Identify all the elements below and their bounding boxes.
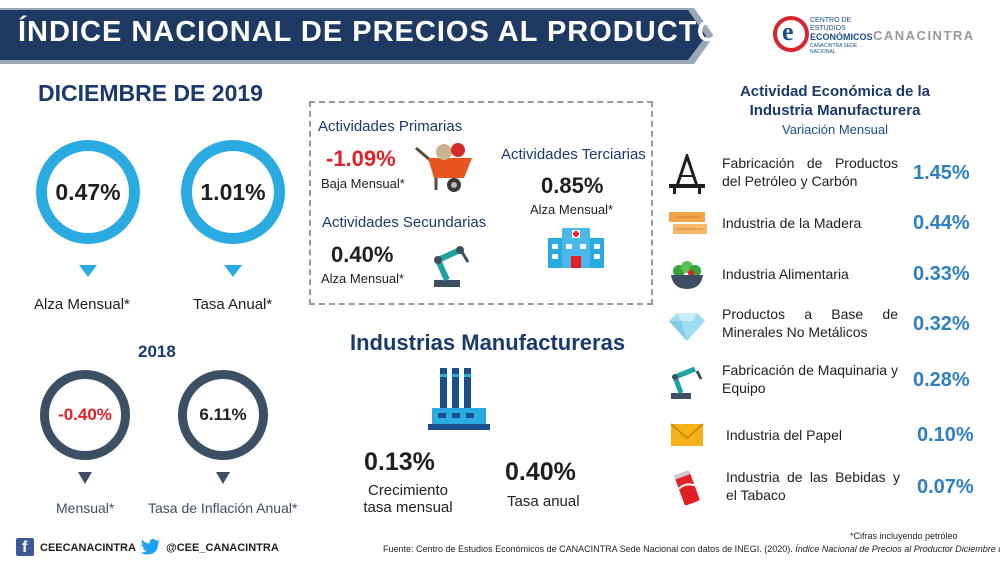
manufactureras-monthly-label-1: Crecimiento xyxy=(367,482,449,499)
manufactureras-title: Industrias Manufactureras xyxy=(350,330,626,355)
monthly-value: 0.47% xyxy=(55,179,121,205)
secundarias-value: 0.40% xyxy=(331,242,394,267)
secundarias-title: Actividades Secundarias xyxy=(322,214,487,231)
inflation-2018-value: 6.11% xyxy=(199,405,247,424)
cee-logo: e xyxy=(773,16,809,52)
monthly-label: Alza Mensual* xyxy=(34,296,130,313)
source-note: Fuente: Centro de Estudios Económicos de… xyxy=(383,544,1000,554)
robot-arm-icon xyxy=(671,366,703,399)
manufactureras-monthly-label-2: tasa mensual xyxy=(363,499,453,516)
title-banner: ÍNDICE NACIONAL DE PRECIOS AL PRODUCTOR xyxy=(0,8,741,64)
panel-item-value: 1.45% xyxy=(913,162,970,184)
oil-rig-icon xyxy=(669,154,705,194)
monthly-2018-ring: -0.40% xyxy=(40,370,130,460)
page-title: ÍNDICE NACIONAL DE PRECIOS AL PRODUCTOR xyxy=(18,16,743,48)
panel-row: Fabricación de Productos del Petróleo y … xyxy=(665,154,985,194)
panel-row: Industria de las Bebidas y el Tabaco 0.0… xyxy=(665,468,985,508)
secundarias-label: Alza Mensual* xyxy=(321,271,405,286)
panel-subtitle: Variación Mensual xyxy=(782,122,888,137)
year-2018-title: 2018 xyxy=(138,342,176,361)
panel-item-label: Productos a Base de Minerales No Metálic… xyxy=(722,306,898,340)
panel-item-value: 0.07% xyxy=(917,476,974,498)
monthly-arrow-icon xyxy=(79,265,97,277)
inflation-2018-ring: 6.11% xyxy=(178,370,268,460)
envelope-icon xyxy=(670,423,704,446)
facebook-icon[interactable]: f xyxy=(16,538,34,556)
panel-item-label: Fabricación de Maquinaria y Equipo xyxy=(722,362,898,396)
twitter-icon[interactable] xyxy=(140,538,162,556)
twitter-handle[interactable]: @CEE_CANACINTRA xyxy=(166,542,279,554)
panel-item-label: Fabricación de Productos del Petróleo y … xyxy=(722,155,898,189)
panel-item-value: 0.10% xyxy=(917,424,974,446)
panel-title: Actividad Económica de la Industria Manu… xyxy=(739,83,931,119)
wood-planks-icon xyxy=(669,212,707,234)
manufactureras-annual-value: 0.40% xyxy=(505,458,576,486)
panel-item-label: Industria de la Madera xyxy=(722,215,862,231)
panel-item-label: Industria Alimentaria xyxy=(722,266,849,282)
monthly-2018-label: Mensual* xyxy=(56,500,115,516)
panel-row: Productos a Base de Minerales No Metálic… xyxy=(665,305,985,345)
panel-row: Fabricación de Maquinaria y Equipo 0.28% xyxy=(665,361,985,401)
panel-row: Industria del Papel 0.10% xyxy=(665,416,985,456)
soda-can-icon xyxy=(674,470,700,506)
manufactureras-annual-label: Tasa anual xyxy=(507,493,580,510)
panel-row: Industria de la Madera 0.44% xyxy=(665,204,985,244)
facebook-handle[interactable]: CEECANACINTRA xyxy=(40,542,136,554)
diamond-icon xyxy=(669,313,705,341)
canacintra-logo: CANACINTRA xyxy=(873,28,975,43)
panel-item-label: Industria del Papel xyxy=(726,427,842,443)
panel-item-value: 0.33% xyxy=(913,263,970,285)
annual-label: Tasa Anual* xyxy=(193,296,273,313)
cee-logo-text: CENTRO DE ESTUDIOS ECONÓMICOS CANACINTRA… xyxy=(810,17,873,55)
wheelbarrow-icon xyxy=(415,143,472,192)
primarias-value: -1.09% xyxy=(326,146,396,171)
monthly-2018-arrow-icon xyxy=(78,472,92,484)
primarias-title: Actividades Primarias xyxy=(318,118,463,135)
inflation-2018-arrow-icon xyxy=(216,472,230,484)
annual-ring: 1.01% xyxy=(181,140,285,244)
activities-box xyxy=(309,101,653,305)
hospital-icon xyxy=(548,228,604,268)
annual-arrow-icon xyxy=(224,265,242,277)
monthly-2018-value: -0.40% xyxy=(58,405,112,424)
banner-shape xyxy=(0,8,714,64)
terciarias-value: 0.85% xyxy=(541,173,604,198)
primarias-label: Baja Mensual* xyxy=(321,176,405,191)
panel-item-value: 0.44% xyxy=(913,212,970,234)
panel-item-value: 0.32% xyxy=(913,313,970,335)
footnote: *Cifras incluyendo petróleo xyxy=(850,531,958,541)
terciarias-title: Actividades Terciarias xyxy=(501,146,646,163)
robot-arm-icon xyxy=(434,246,470,287)
month-title: DICIEMBRE DE 2019 xyxy=(38,80,263,106)
panel-item-value: 0.28% xyxy=(913,369,970,391)
inflation-2018-label: Tasa de Inflación Anual* xyxy=(148,500,298,516)
food-bowl-icon xyxy=(671,261,703,289)
terciarias-label: Alza Mensual* xyxy=(530,202,614,217)
factory-icon xyxy=(428,368,490,430)
annual-value: 1.01% xyxy=(200,179,266,205)
manufactureras-monthly-value: 0.13% xyxy=(364,448,435,476)
panel-item-label: Industria de las Bebidas y el Tabaco xyxy=(726,469,900,503)
panel-row: Industria Alimentaria 0.33% xyxy=(665,255,985,295)
monthly-ring: 0.47% xyxy=(36,140,140,244)
